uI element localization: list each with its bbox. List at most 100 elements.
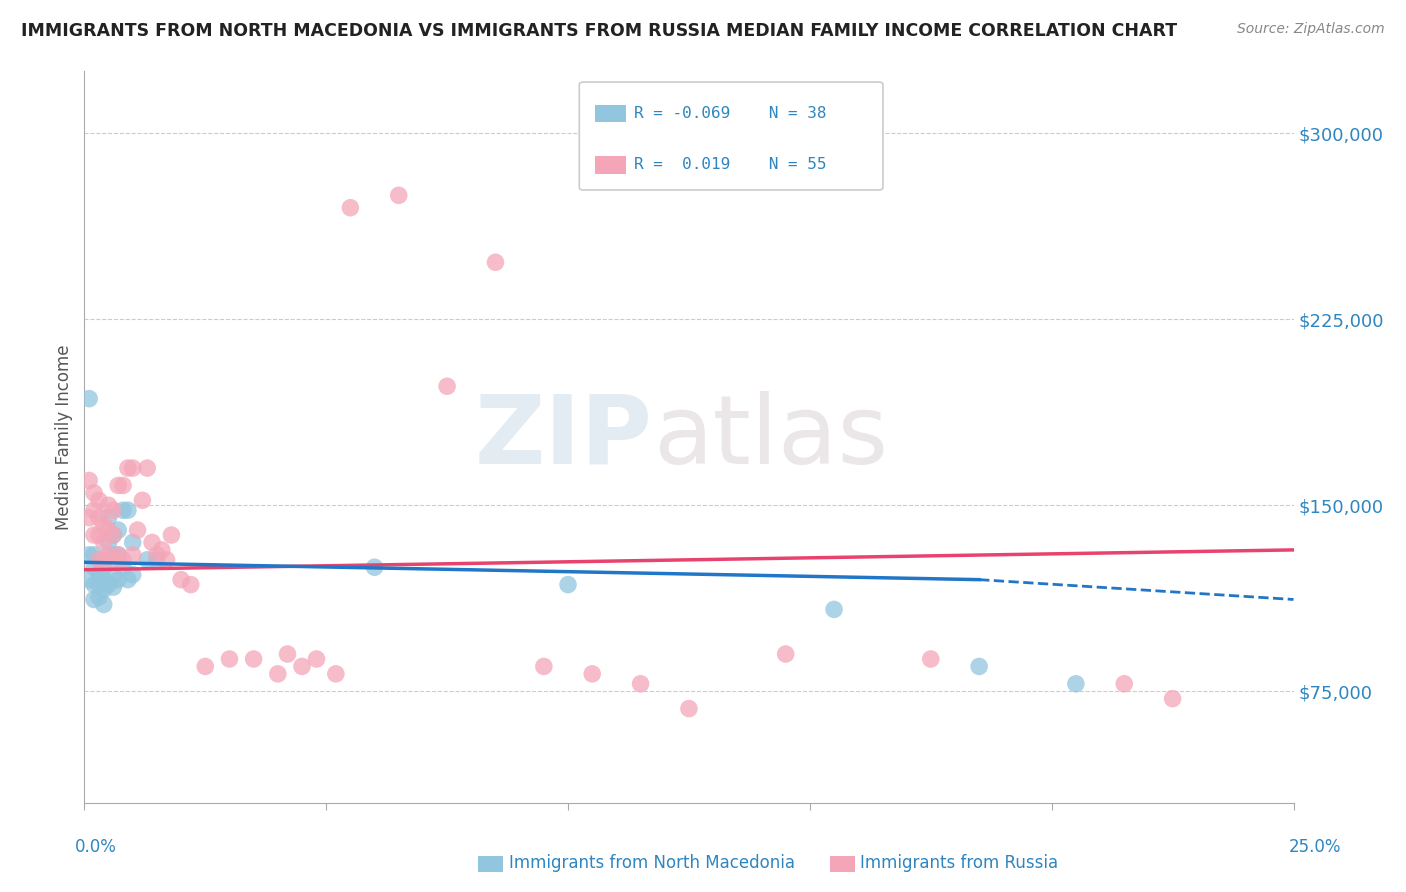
Text: R =  0.019    N = 55: R = 0.019 N = 55: [634, 157, 827, 172]
Point: [276, 647, 298, 661]
Point: [557, 577, 579, 591]
Point: [87, 528, 110, 542]
Point: [83, 592, 105, 607]
Text: Source: ZipAtlas.com: Source: ZipAtlas.com: [1237, 22, 1385, 37]
Point: [93, 560, 115, 574]
Point: [93, 582, 115, 597]
Text: atlas: atlas: [652, 391, 887, 483]
Point: [117, 503, 139, 517]
Point: [83, 577, 105, 591]
Point: [267, 666, 290, 681]
Point: [112, 503, 135, 517]
Point: [97, 523, 120, 537]
Point: [136, 553, 159, 567]
Point: [83, 548, 105, 562]
Point: [141, 535, 163, 549]
Point: [678, 701, 700, 715]
Point: [581, 666, 603, 681]
Text: IMMIGRANTS FROM NORTH MACEDONIA VS IMMIGRANTS FROM RUSSIA MEDIAN FAMILY INCOME C: IMMIGRANTS FROM NORTH MACEDONIA VS IMMIG…: [21, 22, 1177, 40]
Point: [107, 548, 129, 562]
Point: [87, 590, 110, 604]
Point: [77, 548, 100, 562]
Point: [436, 379, 458, 393]
Point: [136, 461, 159, 475]
Point: [87, 553, 110, 567]
Point: [93, 573, 115, 587]
Point: [93, 598, 115, 612]
Point: [117, 461, 139, 475]
Point: [97, 510, 120, 524]
Point: [242, 652, 264, 666]
Text: 0.0%: 0.0%: [75, 838, 117, 856]
Point: [77, 573, 100, 587]
Point: [103, 528, 125, 542]
Point: [97, 535, 120, 549]
Point: [146, 553, 169, 567]
Point: [103, 553, 125, 567]
Point: [112, 560, 135, 574]
Point: [967, 659, 990, 673]
Point: [150, 542, 173, 557]
Point: [83, 528, 105, 542]
Point: [83, 503, 105, 517]
Point: [533, 659, 555, 673]
Point: [155, 553, 177, 567]
Point: [146, 548, 169, 562]
Point: [325, 666, 347, 681]
Point: [117, 573, 139, 587]
Point: [107, 478, 129, 492]
Point: [127, 523, 149, 537]
Point: [630, 677, 652, 691]
Point: [93, 553, 115, 567]
Point: [103, 528, 125, 542]
Point: [131, 493, 153, 508]
Point: [823, 602, 845, 616]
Point: [97, 498, 120, 512]
Point: [775, 647, 797, 661]
Point: [103, 548, 125, 562]
Point: [83, 486, 105, 500]
Y-axis label: Median Family Income: Median Family Income: [55, 344, 73, 530]
Point: [484, 255, 506, 269]
Text: Immigrants from Russia: Immigrants from Russia: [860, 855, 1059, 872]
Point: [107, 523, 129, 537]
Point: [77, 392, 100, 406]
Point: [305, 652, 328, 666]
Point: [1064, 677, 1087, 691]
Point: [93, 518, 115, 533]
Text: R = -0.069    N = 38: R = -0.069 N = 38: [634, 106, 827, 121]
Point: [291, 659, 314, 673]
Point: [160, 528, 183, 542]
Point: [87, 567, 110, 582]
Point: [194, 659, 217, 673]
Point: [121, 567, 143, 582]
Point: [1161, 691, 1184, 706]
Text: Immigrants from North Macedonia: Immigrants from North Macedonia: [509, 855, 794, 872]
Point: [97, 548, 120, 562]
Point: [121, 535, 143, 549]
Point: [107, 548, 129, 562]
Point: [218, 652, 240, 666]
Point: [112, 553, 135, 567]
Point: [107, 573, 129, 587]
Point: [1114, 677, 1136, 691]
Point: [103, 503, 125, 517]
Point: [87, 510, 110, 524]
Point: [83, 560, 105, 574]
Point: [77, 474, 100, 488]
Text: ZIP: ZIP: [475, 391, 652, 483]
Point: [97, 577, 120, 591]
Point: [121, 548, 143, 562]
Point: [170, 573, 193, 587]
Point: [87, 577, 110, 591]
Point: [77, 510, 100, 524]
Text: 25.0%: 25.0%: [1288, 838, 1341, 856]
Point: [180, 577, 202, 591]
Point: [112, 478, 135, 492]
Point: [93, 535, 115, 549]
Point: [388, 188, 411, 202]
Point: [103, 567, 125, 582]
Point: [87, 553, 110, 567]
Point: [121, 461, 143, 475]
Point: [339, 201, 361, 215]
